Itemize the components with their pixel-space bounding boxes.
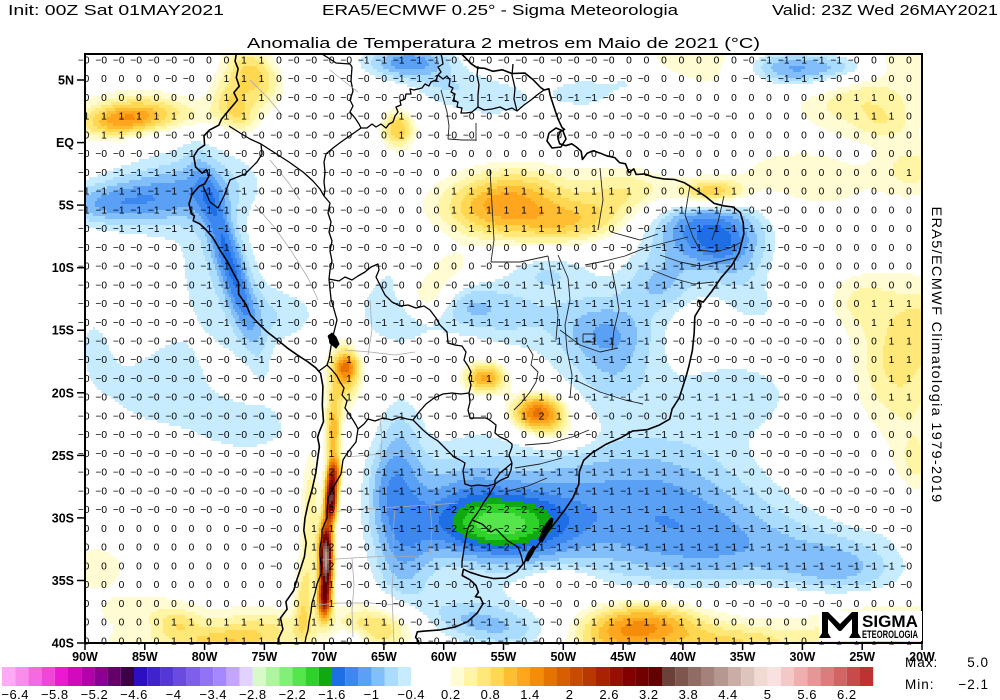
svg-text:−0−0−1−1−1−1−1−1−1−0−0−0−0−0−0: −0 −0 −1 −1 −1 −1 −1 −1 −1 −0 −0 −0 −0 −0 −0 −0 −0 −0 −0 0 0… [78, 224, 912, 235]
svg-text:2: 2 [566, 687, 574, 700]
svg-text:40W: 40W [670, 650, 696, 664]
svg-text:−0−0−0−0−0−0−1−1−0−0−0−0−0−0−0: −0 −0 −0 −0 −0 −0 −1 −1 −0 −0 −0 −0 −0 −0 −0 −0 −0 0 0 −0 −0… [78, 149, 912, 160]
svg-text:50W: 50W [550, 650, 576, 664]
svg-text:−0−0−0−0−0−0−0−0−0−0−0−0−001−0: −0 −0 −0 −0 −0 −0 −0 −0 −0 −0 −0 −0 −0 0 1 −0 −0 −1 −1 −1 −1… [78, 449, 912, 460]
svg-text:0.2: 0.2 [441, 687, 461, 700]
svg-text:4.4: 4.4 [718, 687, 738, 700]
svg-text:−4.6: −4.6 [120, 687, 148, 700]
svg-text:5.0: 5.0 [967, 655, 989, 670]
svg-text:3.2: 3.2 [639, 687, 659, 700]
svg-text:−0−0−1−1−1−1−1−1−1−0−0−0−0−0−0: −0 −0 −1 −1 −1 −1 −1 −1 −1 −0 −0 −0 −0 −0 −0 −0 −0 −0 −0 −0… [78, 168, 912, 179]
svg-text:5S: 5S [59, 199, 74, 213]
svg-text:2.6: 2.6 [599, 687, 619, 700]
svg-text:45W: 45W [610, 650, 636, 664]
svg-text:Min:: Min: [905, 677, 935, 692]
svg-text:Max:: Max: [905, 655, 938, 670]
svg-text:−0−0−0−0−0−0−0−0−0−0−0−0−003−0: −0 −0 −0 −0 −0 −0 −0 −0 −0 −0 −0 −0 −0 0 3 −0 −1 −1 −1 −1 −1… [78, 486, 912, 497]
svg-text:−1.6: −1.6 [318, 687, 346, 700]
svg-text:−0−0−0−0−0−0−0−0−0−0−0−0−0−011: −0 −0 −0 −0 −0 −0 −0 −0 −0 −0 −0 −0 −0 −0 1 1 0 −0 −0 −0 −0 0… [78, 374, 912, 385]
svg-text:30W: 30W [790, 650, 816, 664]
svg-text:1.4: 1.4 [520, 687, 540, 700]
svg-text:3.8: 3.8 [679, 687, 699, 700]
svg-text:65W: 65W [371, 650, 397, 664]
svg-text:20S: 20S [52, 386, 74, 400]
svg-text:−0−0−0−0−0−0−0−0−1−1−1−1−0−0−0: −0 −0 −0 −0 −0 −0 −0 −0 −1 −1 −1 −1 −0 −0 −0 −0 −0 −1 −0 0 0… [78, 299, 912, 310]
svg-text:5.6: 5.6 [797, 687, 817, 700]
svg-text:−2.2: −2.2 [279, 687, 307, 700]
svg-text:70W: 70W [311, 650, 337, 664]
svg-text:5: 5 [764, 687, 772, 700]
svg-text:0.8: 0.8 [481, 687, 501, 700]
svg-text:15S: 15S [52, 324, 74, 338]
svg-text:−0−0−0−0−0−0−0−0−0−0−0−0−002−0: −0 −0 −0 −0 −0 −0 −0 −0 −0 −0 −0 −0 −0 0 2 −0 −0 −1 −1 −1 −1… [78, 468, 912, 479]
svg-text:−0−0−0−0−0−0−0−1−1−1−0−0−0−0−0: −0−0−0−0−0−0−0−1−1−1−0−0−0−0−0−0−0−0−0−0… [78, 262, 912, 273]
svg-text:10S: 10S [52, 261, 74, 275]
svg-text:ERA5/ECMWF Climatologia 1979-2: ERA5/ECMWF Climatologia 1979-2019 [929, 207, 944, 504]
svg-text:35W: 35W [730, 650, 756, 664]
svg-text:−0−0−0−0−0−0−0−0−0−0−1−0−0−011: −0 −0 −0 −0 −0 −0 −0 −0 −0 −0 −1 −0 −0 −0 1 1 0 −0 −0 −0 −0−… [78, 355, 912, 366]
svg-text:−0−0−0−0−0−0−0−1−1−1−0−0−0−0−0: −0−0−0−0−0−0−0−1−1−1−0−0−0−0−0−0−0−0−0−0… [78, 243, 912, 254]
svg-text:−1−1−1−1−1−1−1−1−1−1−0−0−0−0−0: −1 −1 −1 −1 −1 −1 −1 −1 −1 −1 −0 −0 −0 −0 −0 −0 −0 −0 0 0 0 1… [78, 187, 912, 198]
svg-text:−0.4: −0.4 [397, 687, 425, 700]
svg-text:60W: 60W [431, 650, 457, 664]
svg-text:80W: 80W [192, 650, 218, 664]
svg-text:ERA5/ECMWF 0.25° - Sigma Meteo: ERA5/ECMWF 0.25° - Sigma Meteorologia [322, 3, 679, 19]
svg-text:−2.8: −2.8 [239, 687, 267, 700]
svg-text:75W: 75W [252, 650, 278, 664]
svg-text:−0−0−0−0−0−0−0−0−0−0−0−0−001−0: −0 −0 −0 −0 −0 −0 −0 −0 −0 −0 −0 −0 −0 0 1 −0 −0 −1 −1 −1 −0… [78, 430, 912, 441]
svg-text:25W: 25W [849, 650, 875, 664]
svg-text:25S: 25S [52, 449, 74, 463]
svg-text:5N: 5N [58, 74, 74, 88]
svg-text:−0−0−0−0−0−0−0−1−1−1−0−0−0−0−0: −0 −0 −0 −0 −0 −0 −0 −1 −1 −1 −0 −0 −0 −0 −0 −0 −0 −0 −0 0 0… [78, 280, 912, 291]
svg-text:−0−0−0−0−0−0−0−0−1−1−1−1−0−0−0: −0 −0 −0 −0 −0 −0 −0 −0 −1 −1 −1 −1 −0 −0 −0 −0 −0 −1 −1 −0… [78, 318, 912, 329]
svg-text:20W: 20W [909, 650, 935, 664]
svg-text:35S: 35S [52, 574, 74, 588]
svg-text:90W: 90W [72, 650, 98, 664]
svg-text:6.2: 6.2 [837, 687, 857, 700]
svg-text:ETEOROLOGIA: ETEOROLOGIA [862, 629, 918, 641]
svg-text:−0−0−0−0−0−0−0−0−0−0−0−0−0−011: −0 −0 −0 −0 −0 −0 −0 −0 −0 −0 −0 −0 −0 −0 1 1 −0 −0 −0 −0 −0… [78, 393, 912, 404]
svg-text:−0−0−0−0−0−0−0−0−0−1−1−0−0−000: −0 −0 −0 −0 −0 −0 −0 −0 −0 −1 −1 −0 −0 −0 0 0 −0 −0 −0 −0 −0… [78, 337, 912, 348]
svg-text:Init: 00Z Sat 01MAY2021: Init: 00Z Sat 01MAY2021 [8, 3, 224, 19]
svg-text:30S: 30S [52, 511, 74, 525]
svg-text:40S: 40S [52, 637, 74, 651]
svg-text:SIGMA: SIGMA [862, 613, 918, 631]
svg-text:−3.4: −3.4 [199, 687, 227, 700]
svg-text:Anomalia de Temperatura 2 metr: Anomalia de Temperatura 2 metros em Maio… [247, 36, 760, 52]
svg-text:−1−1−1−1−1−1−1−1−1−0−0−0−0−0−0: −1 −1 −1 −1 −1 −1 −1 −1 −1 −0 −0 −0 −0 −0 −0 −0 −0 −0 0 0 0 1… [78, 205, 912, 216]
svg-text:EQ: EQ [56, 136, 74, 150]
svg-text:−1: −1 [364, 687, 380, 700]
svg-text:−2.1: −2.1 [958, 677, 989, 692]
svg-text:55W: 55W [491, 650, 517, 664]
svg-text:Valid: 23Z Wed 26MAY2021: Valid: 23Z Wed 26MAY2021 [772, 3, 998, 19]
svg-text:85W: 85W [132, 650, 158, 664]
svg-text:−4: −4 [166, 687, 182, 700]
svg-text:−0−0−0−0−0−0−0−0−0−0−0−0−0−010: −0 −0 −0 −0 −0 −0 −0 −0 −0 −0 −0 −0 −0 −0 1 0 −0 −0 −1 −0 −0… [78, 412, 912, 423]
svg-text:−6.4: −6.4 [1, 687, 29, 700]
svg-text:−5.8: −5.8 [41, 687, 69, 700]
svg-text:−5.2: −5.2 [81, 687, 109, 700]
